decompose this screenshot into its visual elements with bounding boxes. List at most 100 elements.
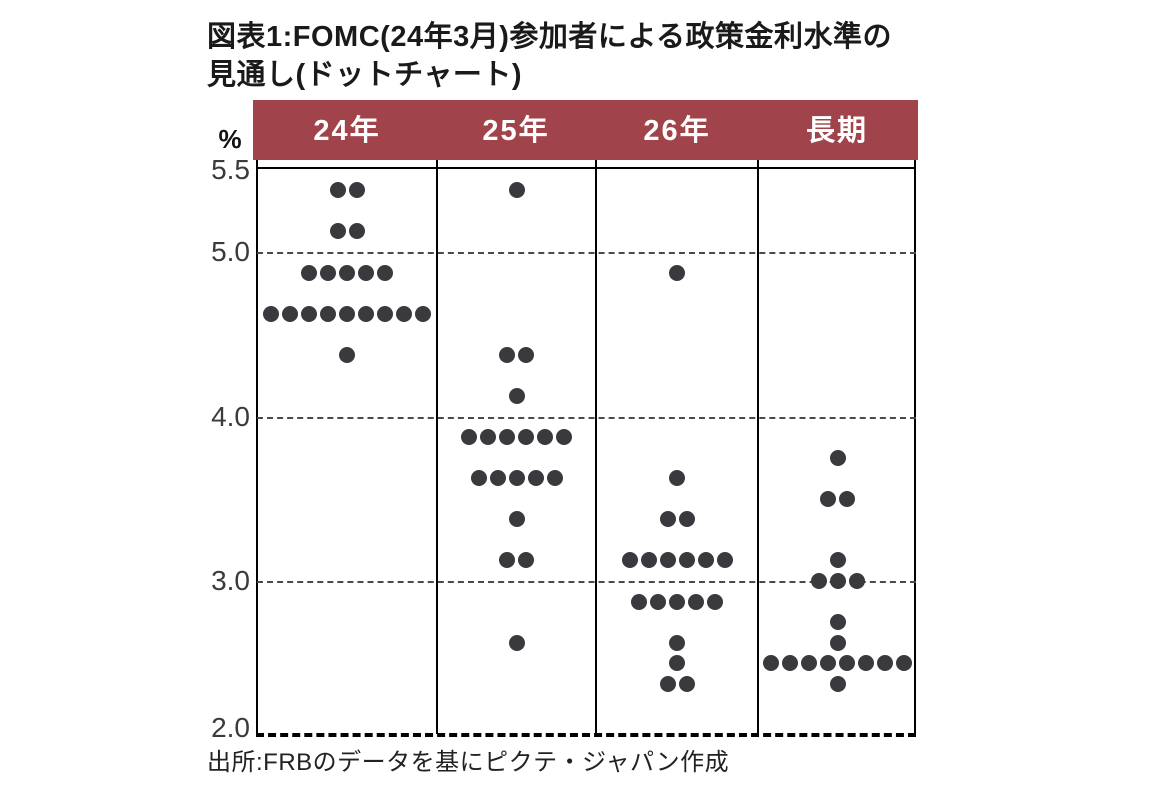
dot (415, 305, 431, 322)
dot (518, 346, 534, 363)
dot (669, 655, 685, 672)
dot (839, 655, 855, 672)
dot (829, 675, 846, 692)
dot (669, 593, 685, 610)
plot-right-border (914, 160, 916, 734)
dot (546, 470, 563, 487)
dot (820, 490, 836, 507)
dot (537, 429, 553, 446)
dot (508, 511, 525, 528)
dot (377, 305, 393, 322)
dot (631, 593, 647, 610)
dot (877, 655, 893, 672)
dot (621, 552, 638, 569)
dot (678, 552, 695, 569)
dot (396, 305, 412, 322)
column-header-2025: 25年 (482, 115, 550, 147)
dot (461, 429, 477, 446)
dot (282, 305, 298, 322)
dot (339, 305, 355, 322)
dot (358, 305, 374, 322)
dot (329, 223, 346, 240)
dot (348, 182, 365, 199)
dot (329, 182, 346, 199)
gridline-4.0 (257, 416, 916, 419)
dot (669, 470, 685, 487)
plot-bottom-border (256, 733, 916, 737)
dot (320, 264, 336, 281)
gridline-3.0 (257, 581, 916, 583)
y-axis-unit-label: % (218, 124, 242, 154)
dot (320, 305, 336, 322)
dot (763, 655, 779, 672)
dot (301, 264, 317, 281)
dot (669, 634, 685, 651)
y-axis-tick-label: 3.0 (211, 565, 250, 596)
dot (377, 264, 393, 281)
dot (508, 387, 525, 404)
column-header-bar: 24年 25年 26年 長期 (253, 100, 918, 160)
y-axis-line (256, 160, 258, 734)
dot (339, 264, 355, 281)
page-title-line1: 図表1:FOMC(24年3月)参加者による政策金利水準の (207, 21, 892, 53)
column-separator-1 (436, 160, 438, 734)
dot (489, 470, 506, 487)
dot (358, 264, 374, 281)
dot (508, 470, 525, 487)
y-axis-tick-label: 5.5 (211, 153, 250, 185)
dot (348, 223, 365, 240)
dot (499, 346, 515, 363)
dot (470, 470, 487, 487)
dot (782, 655, 798, 672)
gridline-5.0 (257, 252, 916, 254)
dot (801, 655, 817, 672)
dot (640, 552, 657, 569)
dot (339, 346, 355, 363)
dot (697, 552, 714, 569)
plot-top-border (256, 167, 916, 169)
dot (518, 429, 534, 446)
dot (678, 675, 695, 692)
dot (659, 552, 676, 569)
dot (669, 264, 685, 281)
dot (839, 490, 855, 507)
page-title: 図表1:FOMC(24年3月)参加者による政策金利水準の 見通し(ドットチャート… (207, 18, 892, 94)
dot (508, 634, 525, 651)
dot (848, 573, 865, 589)
dot (829, 614, 846, 631)
column-header-2024: 24年 (313, 115, 381, 147)
y-axis-tick-label: 4.0 (211, 400, 250, 432)
dot (508, 182, 525, 199)
dot (829, 634, 846, 651)
dot (556, 429, 572, 446)
dot (480, 429, 496, 446)
dot (301, 305, 317, 322)
dot (688, 593, 704, 610)
dot (858, 655, 874, 672)
dot (650, 593, 666, 610)
dot (810, 573, 827, 589)
dot (518, 552, 534, 569)
dot (829, 449, 846, 466)
column-header-2026: 26年 (643, 115, 711, 147)
dot (263, 305, 279, 322)
dot (678, 511, 695, 528)
dot (896, 655, 912, 672)
dot (499, 429, 515, 446)
dot (820, 655, 836, 672)
dot (707, 593, 723, 610)
source-note: 出所:FRBのデータを基にピクテ・ジャパン作成 (207, 749, 730, 776)
dot (527, 470, 544, 487)
dot (659, 675, 676, 692)
dot (716, 552, 733, 569)
y-axis-tick-label: 2.0 (211, 712, 250, 743)
dot (499, 552, 515, 569)
column-separator-2 (595, 160, 597, 734)
dot (829, 552, 846, 569)
dot (659, 511, 676, 528)
column-separator-3 (757, 160, 759, 734)
page-title-line2: 見通し(ドットチャート) (207, 59, 523, 91)
column-header-longer-run: 長期 (805, 115, 868, 147)
y-axis-tick-label: 5.0 (211, 236, 250, 267)
